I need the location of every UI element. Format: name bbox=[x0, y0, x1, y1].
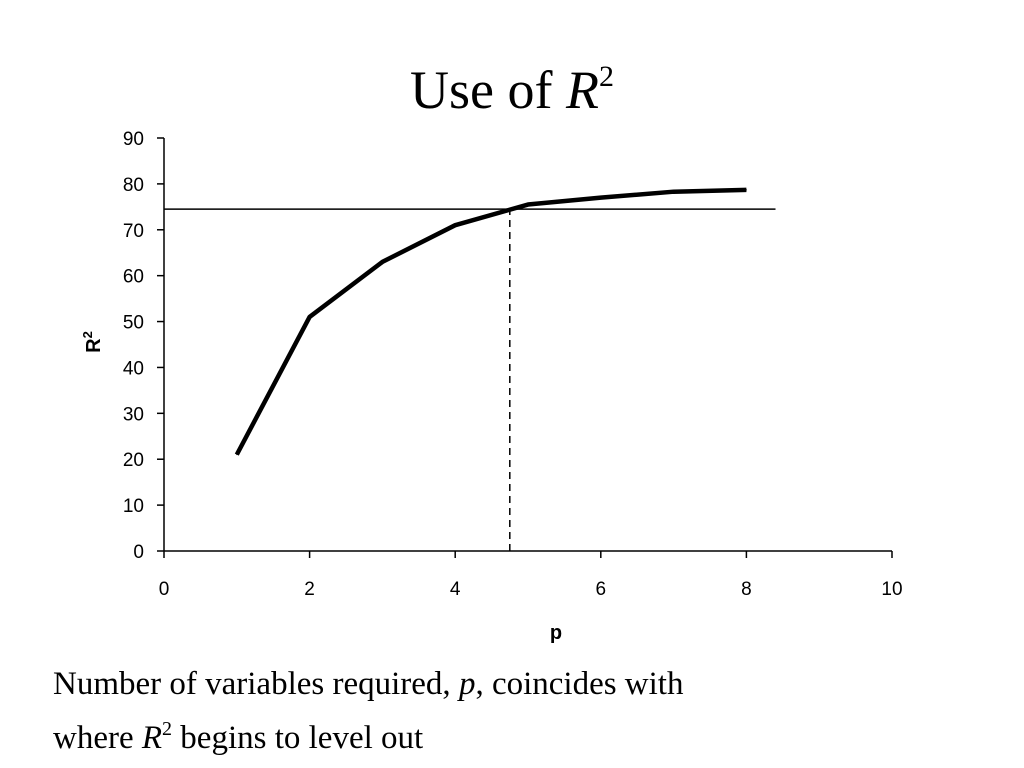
caption-line-2-text-before: where bbox=[53, 720, 142, 756]
series-line bbox=[234, 187, 747, 456]
title-superscript: 2 bbox=[598, 60, 614, 93]
y-axis-title-superscript: 2 bbox=[80, 331, 95, 338]
y-tick-label: 70 bbox=[123, 221, 144, 242]
data-point bbox=[527, 204, 529, 206]
y-axis-title-base: R bbox=[83, 338, 105, 353]
caption-line-2-text-after: begins to level out bbox=[172, 720, 424, 756]
data-point bbox=[236, 454, 238, 456]
x-tick-label: 2 bbox=[304, 579, 315, 600]
caption-line-1-symbol: p bbox=[458, 666, 476, 702]
y-tick-label: 50 bbox=[123, 313, 144, 334]
caption-line-1-text-before: Number of variables required, bbox=[53, 666, 459, 702]
x-tick-label: 10 bbox=[881, 579, 902, 600]
y-tick-label: 90 bbox=[123, 129, 144, 150]
caption-line-1: Number of variables required, p, coincid… bbox=[53, 662, 953, 707]
x-tick-label: 6 bbox=[596, 579, 607, 600]
y-tick-label: 10 bbox=[123, 496, 144, 517]
y-tick-label: 0 bbox=[133, 542, 144, 563]
page-title: Use of R2 bbox=[0, 60, 1024, 120]
y-tick-label: 30 bbox=[123, 404, 144, 425]
x-tick-label: 8 bbox=[741, 579, 752, 600]
y-axis-title: R2 bbox=[80, 331, 105, 353]
caption-line-2-superscript: 2 bbox=[162, 718, 173, 740]
data-point bbox=[381, 261, 383, 263]
y-tick-label: 20 bbox=[123, 450, 144, 471]
x-axis-title: p bbox=[550, 622, 562, 644]
data-point bbox=[309, 316, 311, 318]
caption-line-2-symbol: R bbox=[141, 720, 163, 756]
data-point bbox=[745, 189, 747, 191]
title-symbol: R bbox=[565, 60, 599, 120]
y-tick-label: 80 bbox=[123, 175, 144, 196]
caption-line-1-text-after: , coincides with bbox=[475, 666, 684, 702]
caption-line-2: where R2 begins to level out bbox=[53, 707, 953, 761]
x-tick-label: 4 bbox=[450, 579, 461, 600]
y-tick-label: 40 bbox=[123, 358, 144, 379]
y-tick-label: 60 bbox=[123, 267, 144, 288]
data-point bbox=[673, 191, 675, 193]
caption: Number of variables required, p, coincid… bbox=[53, 662, 953, 761]
data-point bbox=[454, 224, 456, 226]
title-text: Use of bbox=[410, 60, 566, 120]
x-tick-label: 0 bbox=[159, 579, 170, 600]
data-point bbox=[600, 197, 602, 199]
